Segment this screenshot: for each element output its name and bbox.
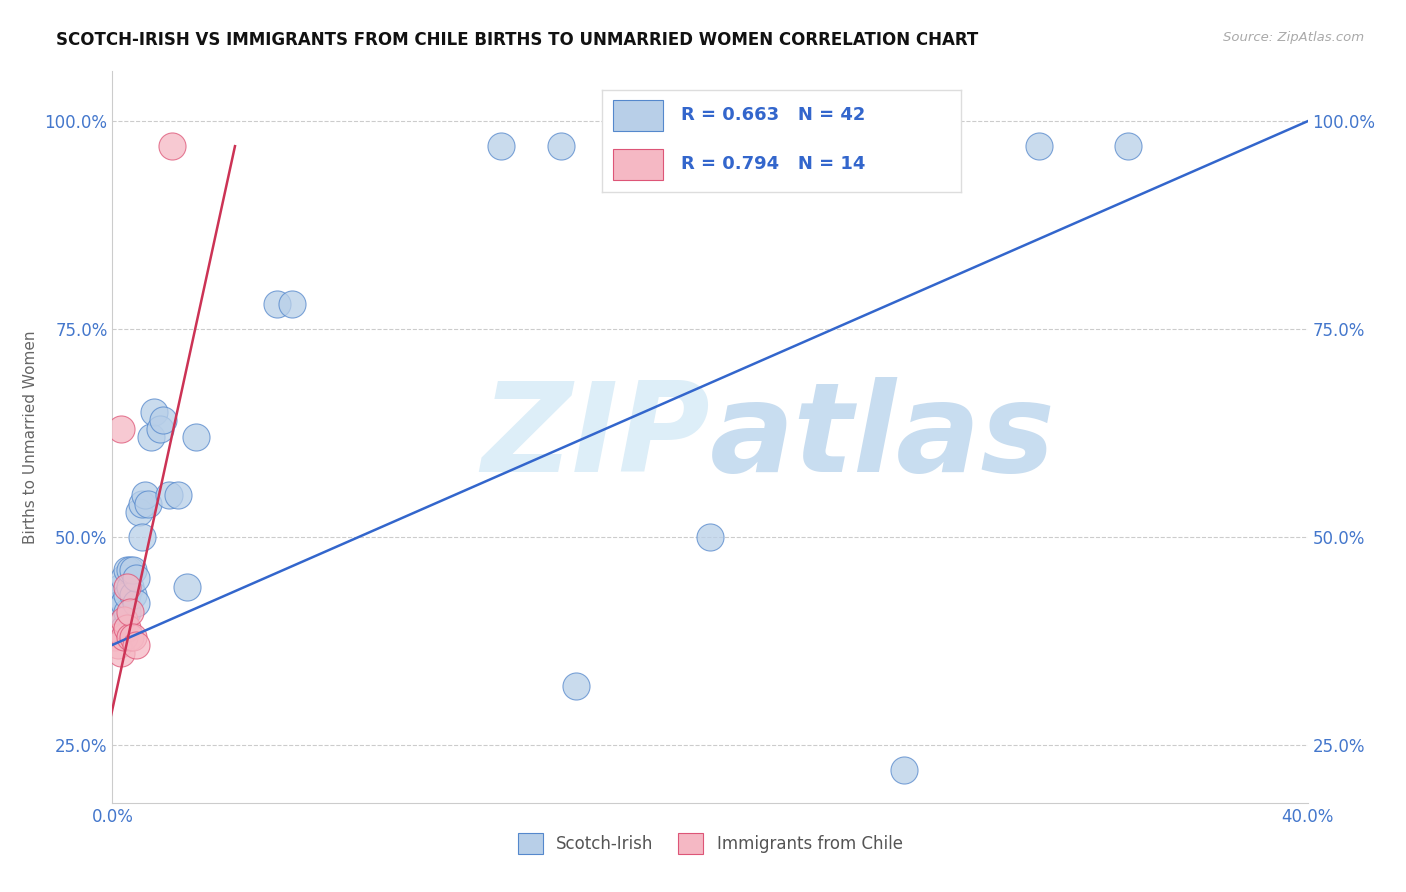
Point — [110, 422, 132, 436]
Point — [110, 580, 132, 594]
Point — [128, 505, 150, 519]
Point — [176, 580, 198, 594]
Point — [266, 297, 288, 311]
Point — [122, 563, 145, 577]
Point — [893, 763, 915, 777]
Legend: Scotch-Irish, Immigrants from Chile: Scotch-Irish, Immigrants from Chile — [510, 827, 910, 860]
Point — [122, 588, 145, 602]
Point — [104, 596, 127, 610]
Point — [186, 430, 208, 444]
Point — [131, 530, 153, 544]
Point — [117, 588, 139, 602]
Point — [215, 813, 238, 827]
Point — [131, 497, 153, 511]
Point — [114, 621, 135, 635]
Point — [110, 596, 132, 610]
Point — [104, 613, 127, 627]
Point — [120, 580, 142, 594]
Text: atlas: atlas — [710, 376, 1056, 498]
Point — [107, 638, 129, 652]
Point — [162, 139, 183, 153]
Point — [120, 630, 142, 644]
Text: ZIP: ZIP — [481, 376, 710, 498]
Text: SCOTCH-IRISH VS IMMIGRANTS FROM CHILE BIRTHS TO UNMARRIED WOMEN CORRELATION CHAR: SCOTCH-IRISH VS IMMIGRANTS FROM CHILE BI… — [56, 31, 979, 49]
Point — [117, 563, 139, 577]
Point — [564, 680, 586, 694]
Text: Source: ZipAtlas.com: Source: ZipAtlas.com — [1223, 31, 1364, 45]
Point — [114, 571, 135, 585]
Point — [134, 488, 156, 502]
Point — [167, 488, 190, 502]
Point — [110, 613, 132, 627]
Point — [107, 588, 129, 602]
Point — [1028, 139, 1050, 153]
Point — [117, 580, 139, 594]
Point — [550, 139, 572, 153]
Point — [104, 630, 127, 644]
Point — [138, 497, 160, 511]
Point — [281, 297, 304, 311]
Point — [107, 621, 129, 635]
Point — [120, 605, 142, 619]
Point — [141, 430, 163, 444]
Point — [117, 605, 139, 619]
Point — [122, 630, 145, 644]
Point — [117, 621, 139, 635]
Point — [699, 530, 721, 544]
Point — [149, 422, 172, 436]
Point — [125, 571, 148, 585]
Point — [157, 488, 180, 502]
Point — [143, 405, 166, 419]
Point — [489, 139, 512, 153]
Point — [107, 605, 129, 619]
Point — [125, 638, 148, 652]
Point — [114, 630, 135, 644]
Point — [110, 646, 132, 660]
Point — [114, 596, 135, 610]
Point — [1118, 139, 1140, 153]
Point — [114, 613, 135, 627]
Point — [120, 563, 142, 577]
Y-axis label: Births to Unmarried Women: Births to Unmarried Women — [24, 330, 38, 544]
Point — [125, 596, 148, 610]
Point — [152, 413, 174, 427]
